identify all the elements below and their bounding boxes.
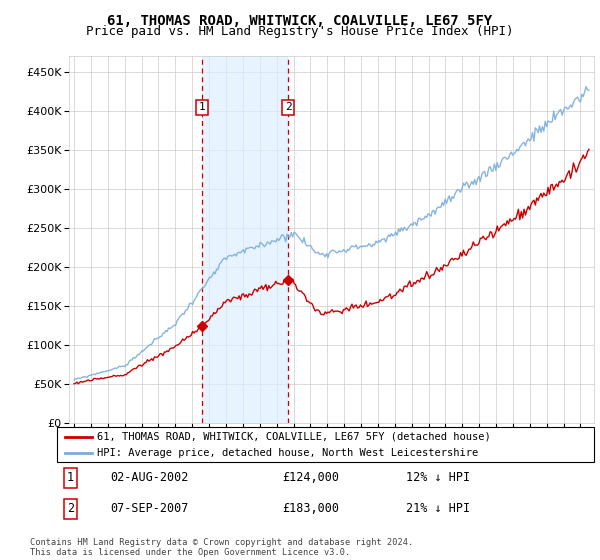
Text: 07-SEP-2007: 07-SEP-2007 <box>111 502 189 515</box>
Text: £124,000: £124,000 <box>283 471 340 484</box>
Text: HPI: Average price, detached house, North West Leicestershire: HPI: Average price, detached house, Nort… <box>97 447 479 458</box>
Text: 61, THOMAS ROAD, WHITWICK, COALVILLE, LE67 5FY: 61, THOMAS ROAD, WHITWICK, COALVILLE, LE… <box>107 14 493 28</box>
Text: Contains HM Land Registry data © Crown copyright and database right 2024.
This d: Contains HM Land Registry data © Crown c… <box>30 538 413 557</box>
Text: 1: 1 <box>67 471 74 484</box>
Text: 21% ↓ HPI: 21% ↓ HPI <box>406 502 470 515</box>
Text: 1: 1 <box>199 102 205 113</box>
Text: 02-AUG-2002: 02-AUG-2002 <box>111 471 189 484</box>
Text: 61, THOMAS ROAD, WHITWICK, COALVILLE, LE67 5FY (detached house): 61, THOMAS ROAD, WHITWICK, COALVILLE, LE… <box>97 432 491 442</box>
Text: 2: 2 <box>67 502 74 515</box>
Text: Price paid vs. HM Land Registry's House Price Index (HPI): Price paid vs. HM Land Registry's House … <box>86 25 514 38</box>
FancyBboxPatch shape <box>57 427 594 462</box>
Text: 12% ↓ HPI: 12% ↓ HPI <box>406 471 470 484</box>
Text: £183,000: £183,000 <box>283 502 340 515</box>
Text: 2: 2 <box>285 102 292 113</box>
